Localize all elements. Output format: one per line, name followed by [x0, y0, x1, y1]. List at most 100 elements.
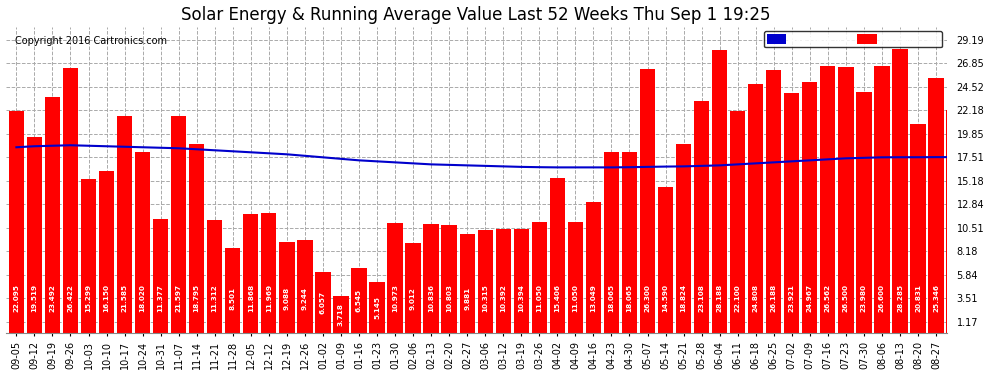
- Text: 10.392: 10.392: [500, 284, 506, 312]
- Bar: [189, 144, 204, 333]
- Text: 26.562: 26.562: [825, 284, 831, 312]
- Bar: [244, 214, 258, 333]
- Bar: [225, 248, 241, 333]
- Text: 15.299: 15.299: [85, 284, 91, 312]
- Text: 10.803: 10.803: [446, 284, 452, 312]
- Text: 5.145: 5.145: [374, 296, 380, 319]
- Text: 9.012: 9.012: [410, 287, 416, 310]
- Bar: [81, 180, 96, 333]
- Bar: [820, 66, 836, 333]
- Text: 22.095: 22.095: [14, 284, 20, 312]
- Text: 19.519: 19.519: [32, 284, 38, 312]
- Bar: [279, 242, 294, 333]
- Bar: [99, 171, 114, 333]
- Text: 8.501: 8.501: [230, 287, 236, 310]
- Bar: [549, 178, 565, 333]
- Bar: [171, 116, 186, 333]
- Bar: [496, 229, 511, 333]
- Bar: [424, 224, 439, 333]
- Text: 3.718: 3.718: [338, 303, 344, 326]
- Bar: [892, 49, 908, 333]
- Bar: [658, 187, 673, 333]
- Bar: [153, 219, 168, 333]
- Text: 23.980: 23.980: [861, 284, 867, 312]
- Text: 18.020: 18.020: [140, 284, 146, 312]
- Text: 22.100: 22.100: [735, 284, 741, 312]
- Text: 26.500: 26.500: [842, 284, 848, 312]
- Text: 18.065: 18.065: [627, 284, 633, 312]
- Text: 6.545: 6.545: [356, 289, 362, 312]
- Text: 10.973: 10.973: [392, 284, 398, 312]
- Bar: [874, 66, 890, 333]
- Bar: [856, 92, 871, 333]
- Text: 23.921: 23.921: [789, 284, 795, 312]
- Bar: [694, 101, 709, 333]
- Text: 15.406: 15.406: [554, 284, 560, 312]
- Text: 16.150: 16.150: [104, 284, 110, 312]
- Bar: [622, 152, 638, 333]
- Title: Solar Energy & Running Average Value Last 52 Weeks Thu Sep 1 19:25: Solar Energy & Running Average Value Las…: [181, 6, 771, 24]
- Text: 9.244: 9.244: [302, 287, 308, 310]
- Bar: [676, 144, 691, 333]
- Text: 18.824: 18.824: [680, 284, 687, 312]
- Bar: [117, 116, 133, 333]
- Text: 22.230: 22.230: [951, 284, 957, 312]
- Bar: [640, 69, 655, 333]
- Text: 26.422: 26.422: [67, 284, 73, 312]
- Bar: [406, 243, 421, 333]
- Bar: [459, 234, 475, 333]
- Text: Copyright 2016 Cartronics.com: Copyright 2016 Cartronics.com: [15, 36, 167, 46]
- Text: 10.315: 10.315: [482, 284, 488, 312]
- Legend: Average ($), Weekly ($): Average ($), Weekly ($): [764, 32, 942, 48]
- Bar: [477, 230, 493, 333]
- Bar: [45, 97, 60, 333]
- Text: 23.492: 23.492: [50, 284, 55, 312]
- Text: 23.108: 23.108: [699, 284, 705, 312]
- Text: 26.600: 26.600: [879, 284, 885, 312]
- Bar: [261, 213, 276, 333]
- Bar: [207, 220, 223, 333]
- Text: 11.377: 11.377: [157, 284, 163, 312]
- Text: 14.590: 14.590: [662, 284, 668, 312]
- Bar: [946, 110, 961, 333]
- Bar: [766, 70, 781, 333]
- Bar: [712, 50, 728, 333]
- Bar: [334, 296, 348, 333]
- Bar: [387, 223, 403, 333]
- Text: 10.836: 10.836: [428, 284, 435, 312]
- Bar: [62, 68, 78, 333]
- Text: 18.795: 18.795: [194, 284, 200, 312]
- Bar: [839, 67, 853, 333]
- Text: 13.049: 13.049: [590, 284, 596, 312]
- Text: 24.808: 24.808: [752, 284, 758, 312]
- Bar: [442, 225, 456, 333]
- Bar: [369, 282, 385, 333]
- Bar: [514, 229, 529, 333]
- Text: 26.300: 26.300: [644, 284, 650, 312]
- Text: 20.831: 20.831: [915, 284, 921, 312]
- Text: 25.346: 25.346: [933, 284, 940, 312]
- Text: 11.312: 11.312: [212, 284, 218, 312]
- Bar: [297, 240, 313, 333]
- Bar: [929, 78, 943, 333]
- Bar: [586, 202, 601, 333]
- Bar: [802, 82, 818, 333]
- Text: 28.188: 28.188: [717, 284, 723, 312]
- Bar: [315, 273, 331, 333]
- Bar: [911, 124, 926, 333]
- Text: 10.394: 10.394: [519, 284, 525, 312]
- Bar: [567, 222, 583, 333]
- Text: 6.057: 6.057: [320, 291, 326, 315]
- Bar: [9, 111, 24, 333]
- Bar: [748, 84, 763, 333]
- Text: 9.088: 9.088: [284, 286, 290, 310]
- Text: 11.868: 11.868: [248, 284, 253, 312]
- Text: 21.585: 21.585: [122, 284, 128, 312]
- Bar: [135, 152, 150, 333]
- Text: 11.050: 11.050: [572, 284, 578, 312]
- Text: 9.881: 9.881: [464, 286, 470, 310]
- Bar: [27, 137, 42, 333]
- Bar: [532, 222, 547, 333]
- Text: 11.050: 11.050: [537, 284, 543, 312]
- Text: 24.967: 24.967: [807, 284, 813, 312]
